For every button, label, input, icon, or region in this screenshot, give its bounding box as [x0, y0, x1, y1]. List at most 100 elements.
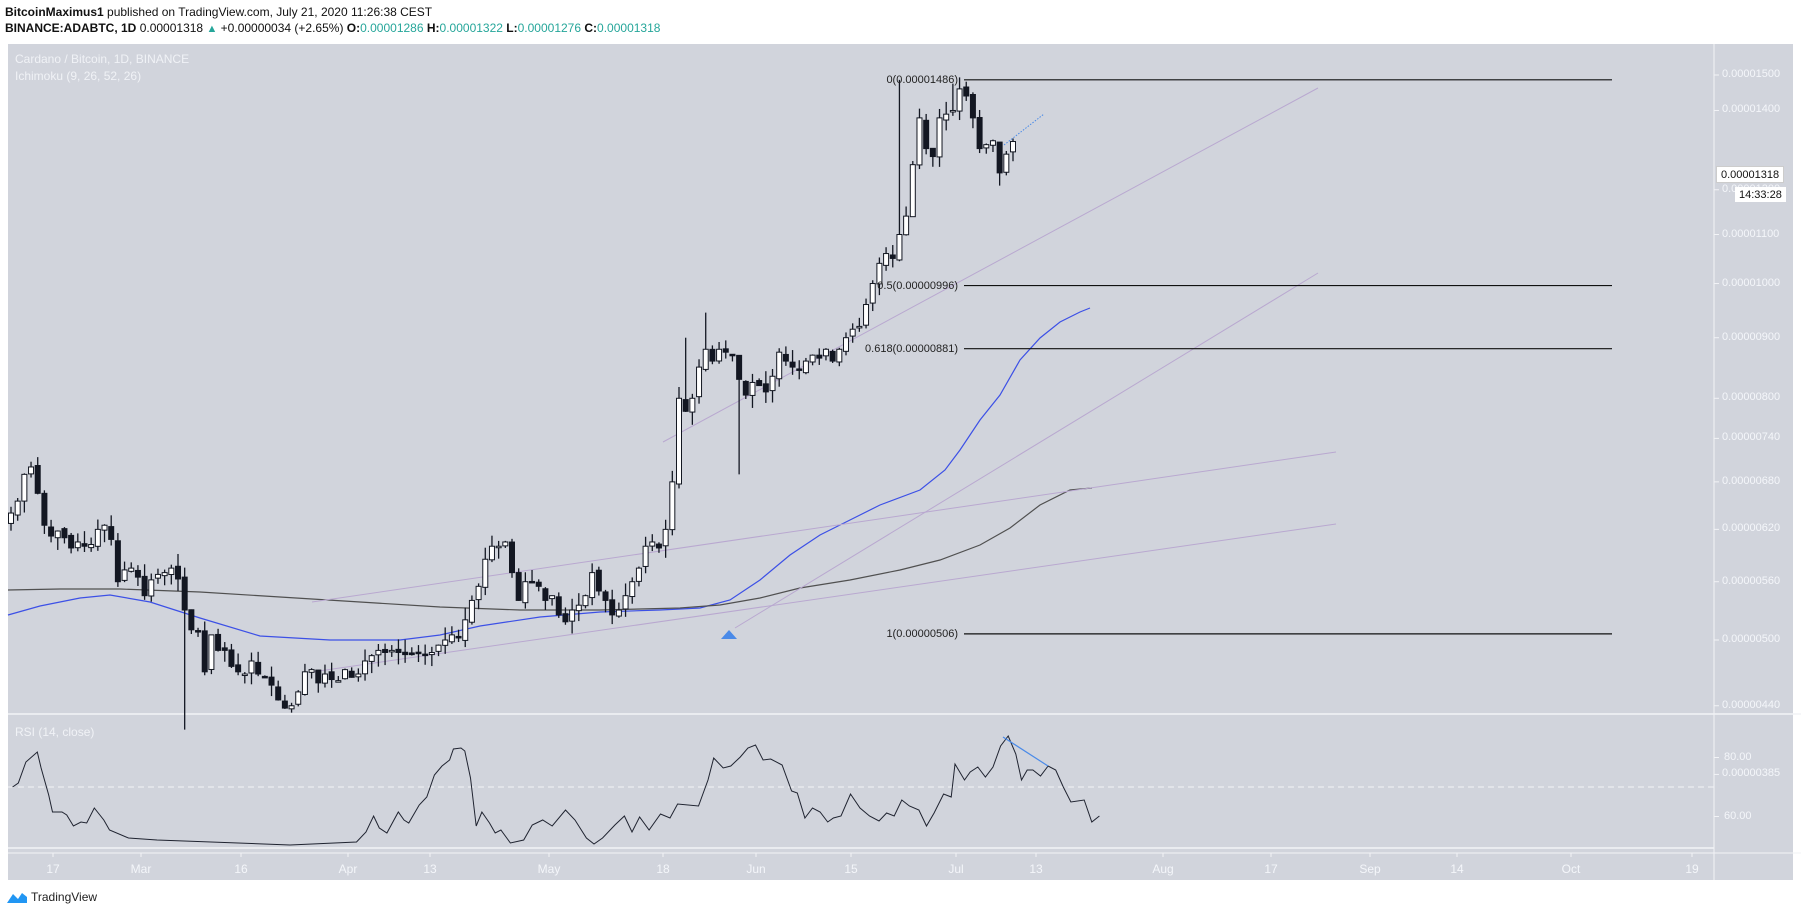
- time-axis-label: Oct: [1561, 862, 1581, 876]
- bullish-candle: [362, 660, 369, 675]
- bullish-candle: [248, 660, 255, 674]
- bullish-candle: [822, 348, 829, 357]
- close-value: 0.00001318: [597, 21, 661, 35]
- bearish-candle: [796, 368, 803, 371]
- bullish-candle: [696, 366, 703, 398]
- bearish-candle: [221, 647, 228, 651]
- bullish-candle: [689, 397, 696, 413]
- bullish-candle: [1003, 153, 1010, 173]
- bullish-candle: [629, 581, 636, 598]
- bearish-candle: [756, 380, 763, 387]
- bearish-candle: [929, 147, 936, 158]
- bullish-candle: [208, 634, 215, 670]
- bullish-candle: [495, 545, 502, 549]
- time-axis-label: 14: [1450, 862, 1464, 876]
- bearish-candle: [348, 670, 355, 678]
- bearish-candle: [61, 528, 68, 539]
- bullish-candle: [442, 639, 449, 646]
- bearish-candle: [382, 648, 389, 653]
- bullish-candle: [569, 609, 576, 622]
- bullish-candle: [635, 567, 642, 582]
- bullish-candle: [669, 481, 676, 531]
- price-axis-label: 0.00001500: [1722, 68, 1781, 80]
- bearish-candle: [963, 86, 970, 97]
- bullish-candle: [428, 651, 435, 656]
- bearish-candle: [889, 254, 896, 259]
- bullish-candle: [121, 569, 128, 581]
- bearish-candle: [609, 599, 616, 616]
- up-arrow-icon: ▲: [206, 23, 218, 35]
- bullish-candle: [843, 337, 849, 352]
- bullish-candle: [502, 541, 509, 547]
- bullish-candle: [368, 655, 375, 662]
- bullish-candle: [342, 669, 348, 680]
- bearish-candle: [789, 361, 796, 368]
- bullish-candle: [642, 545, 649, 567]
- bullish-candle: [876, 262, 883, 285]
- footer-brand[interactable]: TradingView: [6, 890, 97, 904]
- bullish-candle: [482, 558, 489, 588]
- bullish-candle: [749, 381, 756, 396]
- bearish-candle: [529, 580, 536, 584]
- bullish-candle: [956, 88, 963, 112]
- bullish-candle: [8, 512, 14, 524]
- bullish-candle: [468, 599, 475, 623]
- ichimoku-legend[interactable]: Ichimoku (9, 26, 52, 26): [15, 69, 142, 83]
- bearish-candle: [969, 94, 976, 119]
- tradingview-logo-icon: [7, 893, 27, 903]
- blue-moving-line: [7, 307, 1091, 641]
- time-axis-label: Sep: [1359, 862, 1381, 876]
- bullish-candle: [916, 117, 923, 166]
- bearish-candle: [923, 119, 930, 150]
- bearish-candle: [81, 543, 88, 547]
- bullish-candle: [903, 215, 910, 236]
- bearish-candle: [134, 569, 141, 578]
- author-name[interactable]: BitcoinMaximus1: [5, 5, 104, 19]
- bullish-candle: [769, 375, 776, 392]
- high-value: 0.00001322: [439, 21, 503, 35]
- fib-level-label: 1(0.00000506): [886, 627, 958, 640]
- bullish-candle: [662, 528, 669, 547]
- bearish-candle: [509, 541, 515, 574]
- bullish-candle: [21, 473, 28, 502]
- bullish-candle: [14, 500, 21, 516]
- rsi-axis-label: 80.00: [1724, 750, 1752, 763]
- bullish-candle: [74, 541, 81, 549]
- bearish-candle: [602, 591, 609, 601]
- price-axis-label: 0.00001400: [1722, 103, 1781, 116]
- bullish-candle: [989, 140, 996, 146]
- last-price: 0.00001318: [139, 21, 204, 35]
- bullish-candle: [28, 466, 35, 475]
- open-label: O:: [346, 21, 361, 35]
- signal-triangle-icon: [721, 630, 737, 639]
- current-price-tag: 0.00001318: [1716, 166, 1785, 183]
- bearish-candle: [722, 348, 729, 353]
- bullish-candle: [388, 649, 395, 653]
- price-axis-label: 0.00000440: [1722, 698, 1781, 711]
- price-axis-label: 0.00001100: [1722, 227, 1780, 240]
- rsi-axis-label: 60.00: [1724, 809, 1752, 822]
- bullish-candle: [943, 113, 950, 121]
- bullish-candle: [909, 164, 916, 218]
- time-axis-label: Mar: [130, 862, 152, 876]
- series-legend[interactable]: Cardano / Bitcoin, 1D, BINANCE: [15, 52, 190, 66]
- bearish-candle: [188, 609, 195, 631]
- bullish-candle: [936, 117, 943, 158]
- price-axis-label: 0.00000800: [1722, 391, 1781, 404]
- bullish-candle: [148, 579, 155, 597]
- price-axis-label: 0.00000500: [1722, 633, 1781, 645]
- bullish-candle: [849, 328, 856, 337]
- chart-panel[interactable]: [8, 44, 1793, 880]
- price-axis-label: 0.00000620: [1722, 522, 1781, 535]
- price-change: +0.00000034 (+2.65%): [220, 21, 344, 35]
- bearish-candle: [175, 565, 181, 580]
- symbol-label: BINANCE:ADABTC, 1D: [5, 21, 137, 35]
- bearish-candle: [235, 664, 242, 673]
- bullish-candle: [154, 573, 161, 579]
- rsi-legend[interactable]: RSI (14, close): [15, 725, 95, 739]
- bullish-candle: [856, 325, 863, 329]
- bearish-candle: [422, 653, 429, 657]
- bearish-candle: [114, 540, 121, 583]
- bullish-candle: [676, 397, 682, 485]
